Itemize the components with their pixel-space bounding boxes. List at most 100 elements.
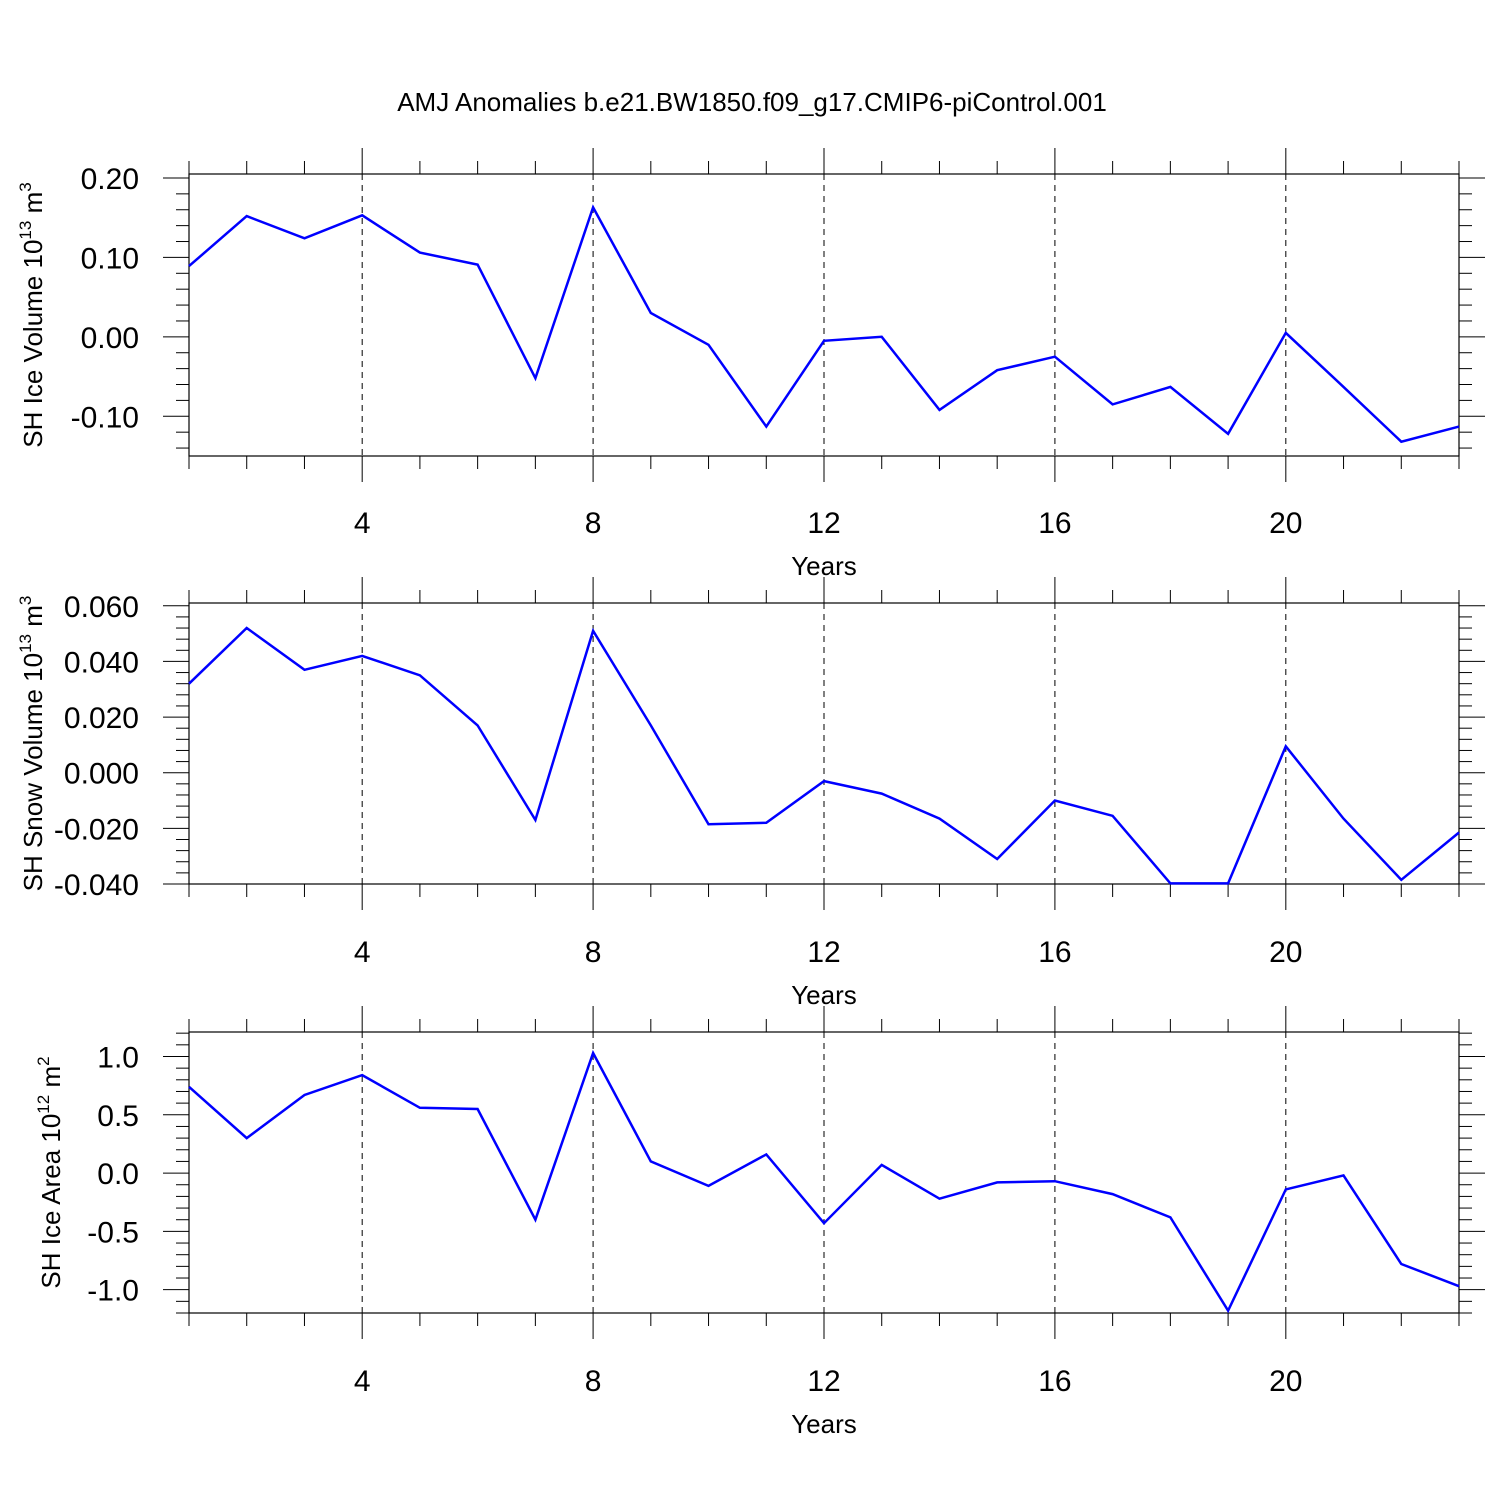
x-axis-label: Years [791,1409,857,1439]
data-point [1054,1180,1056,1182]
y-tick-label: 0.0 [97,1158,139,1191]
data-point [1285,1188,1287,1190]
data-point [1227,1310,1229,1312]
data-point [823,340,825,342]
x-tick-label: 8 [585,1365,602,1398]
data-point [592,630,594,632]
data-point [1285,332,1287,334]
data-point [1458,1285,1460,1287]
data-point [592,1052,594,1054]
data-point [1227,433,1229,435]
x-tick-label: 20 [1269,1365,1302,1398]
data-point [708,1185,710,1187]
x-tick-label: 16 [1038,936,1071,969]
data-point [938,1198,940,1200]
data-point [1169,882,1171,884]
y-axis-label-text: SH Ice Volume 10 [18,240,48,448]
data-point [361,1074,363,1076]
y-axis-label-exponent: 13 [16,634,35,653]
y-axis-label-unit: m [18,605,48,634]
data-point [303,237,305,239]
data-point [419,1107,421,1109]
y-tick-label: 0.5 [97,1100,139,1133]
data-point [765,822,767,824]
x-tick-label: 12 [807,507,840,540]
data-point [534,1219,536,1221]
y-tick-label: 0.00 [81,322,139,355]
y-axis-label-exponent: 12 [34,1095,53,1114]
y-tick-label: -0.020 [54,813,139,846]
data-point [1054,800,1056,802]
x-tick-label: 12 [807,1365,840,1398]
x-tick-label: 16 [1038,1365,1071,1398]
x-tick-label: 16 [1038,507,1071,540]
y-tick-label: 0.20 [81,163,139,196]
panel-3: 1.0 0.5 0.0 -0.5 -1.0 4 8 12 16 20 Years SH Ice Are… [34,1006,1485,1439]
data-point [188,683,190,685]
y-axis-label: SH Snow Volume 1013 m3 [16,596,48,892]
data-point [303,1094,305,1096]
data-point [938,818,940,820]
data-point [650,312,652,314]
x-tick-label: 20 [1269,936,1302,969]
data-point [1458,832,1460,834]
data-point [708,823,710,825]
series-line [188,626,1460,885]
data-point [246,1137,248,1139]
y-tick-label: 0.020 [64,702,139,735]
y-tick-label: 0.10 [81,242,139,275]
data-point [419,674,421,676]
x-tick-label: 4 [354,936,371,969]
panel-2: 0.060 0.040 0.020 0.000 -0.020 -0.040 4 8 12 16 20… [16,577,1485,1010]
y-tick-label: 0.040 [64,646,139,679]
data-point [650,1160,652,1162]
x-tick-label: 20 [1269,507,1302,540]
data-point [1343,1174,1345,1176]
x-tick-label: 4 [354,507,371,540]
data-point [534,819,536,821]
y-axis-label: SH Ice Area 1012 m2 [34,1056,66,1288]
data-point [938,409,940,411]
data-point [534,377,536,379]
data-point [708,344,710,346]
data-point [1343,818,1345,820]
x-tick-label: 8 [585,507,602,540]
series-line [188,1049,1460,1314]
data-point [303,669,305,671]
y-tick-label: -0.10 [71,401,139,434]
panel-1: 0.20 0.10 0.00 -0.10 4 8 12 16 20 Years SH Ice Vol… [16,148,1485,581]
data-point [881,336,883,338]
data-point [1227,882,1229,884]
data-point [765,426,767,428]
panels: 0.20 0.10 0.00 -0.10 4 8 12 16 20 Years SH Ice Vol… [16,148,1485,1439]
data-point [881,793,883,795]
data-point [823,1222,825,1224]
y-axis-label-unit-power: 3 [16,596,35,605]
data-point [1054,356,1056,358]
data-point [477,264,479,266]
data-point [1169,1216,1171,1218]
y-tick-label: 0.060 [64,591,139,624]
data-point [477,1108,479,1110]
data-point [996,858,998,860]
data-point [1112,403,1114,405]
y-axis-label-unit: m [18,192,48,221]
data-point [650,724,652,726]
y-axis-label-unit-power: 3 [16,182,35,191]
data-point [1285,745,1287,747]
y-axis-label-unit-power: 2 [34,1056,53,1065]
data-point [246,627,248,629]
data-point [1343,386,1345,388]
plot-frame [188,602,1460,885]
series-line [188,204,1460,444]
data-point [1400,879,1402,881]
data-point [1458,426,1460,428]
data-point [1112,815,1114,817]
data-point [996,369,998,371]
x-tick-label: 4 [354,1365,371,1398]
data-point [188,1086,190,1088]
plot-frame [188,173,1460,457]
data-point [1112,1193,1114,1195]
y-axis-label-exponent: 13 [16,221,35,240]
